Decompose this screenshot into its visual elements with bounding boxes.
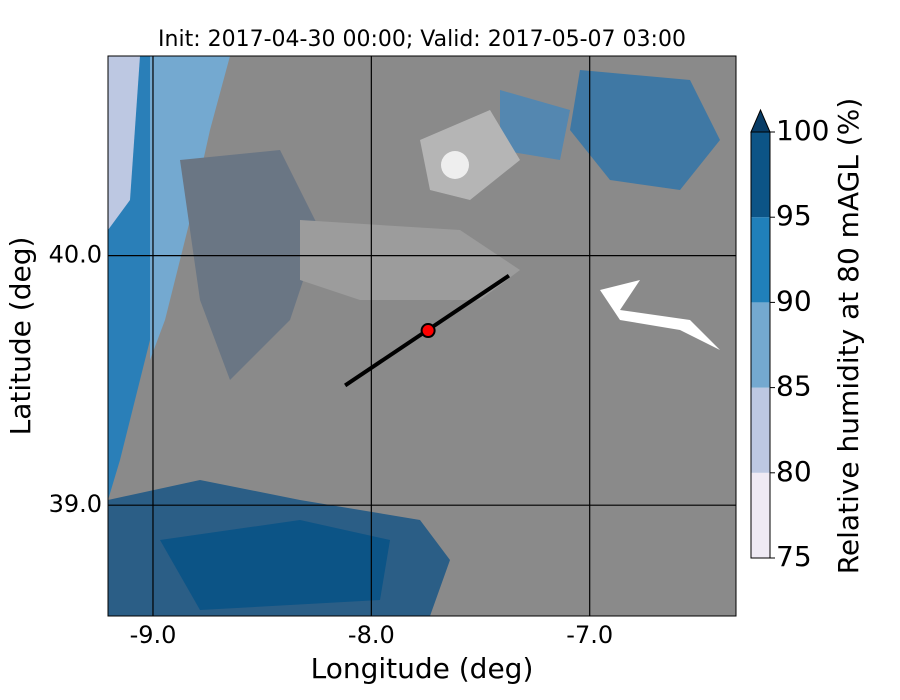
colorbar-tick-label: 75 xyxy=(776,540,812,573)
colorbar-frame xyxy=(750,131,771,559)
colorbar-tick-label: 100 xyxy=(776,114,829,147)
colorbar-segment xyxy=(751,217,770,303)
y-tick-label: 40.0 xyxy=(49,241,102,269)
dry-patch xyxy=(600,280,720,350)
colorbar-segment xyxy=(751,132,770,218)
x-tick-label: -9.0 xyxy=(130,621,177,649)
colorbar-tick-label: 85 xyxy=(776,370,812,403)
colorbar-tick-label: 90 xyxy=(776,284,812,317)
map-field xyxy=(108,56,736,616)
highland-dry xyxy=(420,110,520,200)
x-tick-label: -7.0 xyxy=(566,621,613,649)
colorbar-segment xyxy=(751,302,770,388)
northeast-humidity xyxy=(500,90,570,160)
colorbar-extension xyxy=(750,108,771,133)
colorbar-segment xyxy=(751,472,770,558)
coastal-humidity xyxy=(108,56,140,230)
highland-dry xyxy=(441,151,469,179)
colorbar-tick-label: 80 xyxy=(776,455,812,488)
inland-dry xyxy=(300,220,520,300)
colorbar-tick-label: 95 xyxy=(776,199,812,232)
x-tick-label: -8.0 xyxy=(348,621,395,649)
y-axis-label: Latitude (deg) xyxy=(4,237,37,436)
chart-title: Init: 2017-04-30 00:00; Valid: 2017-05-0… xyxy=(158,27,686,52)
x-axis-label: Longitude (deg) xyxy=(311,652,534,685)
y-tick-label: 39.0 xyxy=(49,490,102,518)
inland-humidity xyxy=(180,150,320,380)
colorbar-segment xyxy=(751,387,770,473)
plot-frame xyxy=(107,55,737,617)
southern-humidity xyxy=(160,520,390,610)
northeast-humidity xyxy=(570,70,720,190)
location-point xyxy=(420,323,436,339)
colorbar-label: Relative humidity at 80 mAGL (%) xyxy=(832,98,865,575)
